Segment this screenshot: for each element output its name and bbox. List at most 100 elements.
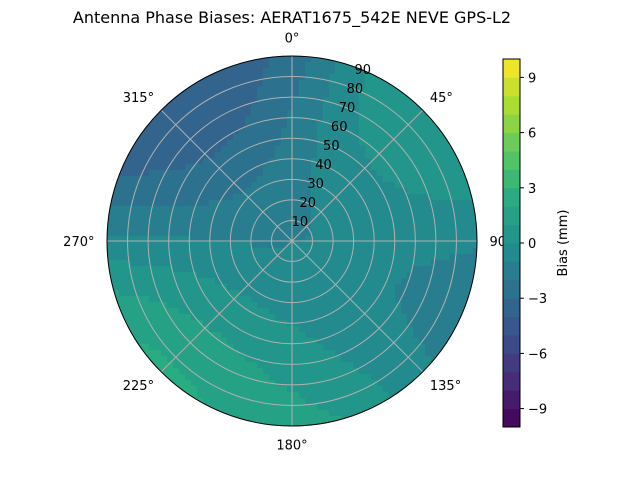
bias-cell bbox=[311, 326, 318, 333]
bias-cell bbox=[269, 422, 276, 426]
bias-cell bbox=[143, 332, 150, 339]
bias-cell bbox=[173, 338, 180, 345]
colorbar-level bbox=[503, 371, 520, 391]
bias-cell bbox=[449, 188, 456, 195]
bias-cell bbox=[209, 200, 216, 207]
bias-cell bbox=[287, 152, 294, 159]
bias-cell bbox=[449, 176, 456, 183]
bias-cell bbox=[227, 122, 234, 129]
bias-cell bbox=[179, 218, 186, 225]
bias-cell bbox=[437, 290, 444, 297]
bias-cell bbox=[359, 242, 366, 249]
bias-cell bbox=[281, 122, 288, 129]
bias-cell bbox=[215, 332, 222, 339]
bias-cell bbox=[425, 170, 432, 177]
bias-cell bbox=[143, 266, 150, 273]
colorbar-level bbox=[503, 206, 520, 226]
bias-cell bbox=[227, 380, 234, 387]
bias-cell bbox=[383, 272, 390, 279]
radial-tick-label: 30 bbox=[307, 177, 324, 192]
bias-cell bbox=[107, 206, 114, 213]
bias-cell bbox=[293, 284, 300, 291]
bias-cell bbox=[413, 320, 420, 327]
bias-cell bbox=[245, 260, 252, 267]
bias-cell bbox=[251, 332, 258, 339]
bias-cell bbox=[281, 368, 288, 375]
bias-cell bbox=[251, 80, 258, 87]
bias-cell bbox=[275, 272, 282, 279]
bias-cell bbox=[131, 164, 138, 171]
bias-cell bbox=[239, 152, 246, 159]
bias-cell bbox=[173, 278, 180, 285]
bias-cell bbox=[413, 128, 420, 135]
bias-cell bbox=[383, 92, 390, 99]
bias-cell bbox=[353, 212, 360, 219]
bias-cell bbox=[419, 134, 426, 141]
bias-cell bbox=[167, 362, 174, 369]
bias-cell bbox=[389, 242, 396, 249]
bias-cell bbox=[275, 134, 282, 141]
bias-cell bbox=[167, 236, 174, 243]
bias-cell bbox=[431, 272, 438, 279]
bias-cell bbox=[179, 176, 186, 183]
bias-cell bbox=[329, 236, 336, 243]
bias-cell bbox=[299, 284, 306, 291]
bias-cell bbox=[335, 188, 342, 195]
bias-cell bbox=[413, 254, 420, 261]
bias-cell bbox=[263, 122, 270, 129]
bias-cell bbox=[455, 200, 462, 207]
bias-cell bbox=[233, 140, 240, 147]
bias-cell bbox=[251, 92, 258, 99]
bias-cell bbox=[371, 122, 378, 129]
bias-cell bbox=[233, 272, 240, 279]
bias-cell bbox=[245, 392, 252, 399]
bias-cell bbox=[431, 146, 438, 153]
bias-cell bbox=[359, 176, 366, 183]
bias-cell bbox=[155, 206, 162, 213]
bias-cell bbox=[419, 302, 426, 309]
bias-cell bbox=[353, 368, 360, 375]
bias-cell bbox=[227, 182, 234, 189]
bias-cell bbox=[299, 170, 306, 177]
bias-cell bbox=[341, 218, 348, 225]
bias-cell bbox=[413, 152, 420, 159]
bias-cell bbox=[323, 128, 330, 135]
bias-cell bbox=[377, 362, 384, 369]
bias-cell bbox=[299, 116, 306, 123]
bias-cell bbox=[281, 362, 288, 369]
bias-cell bbox=[131, 242, 138, 249]
bias-cell bbox=[377, 302, 384, 309]
bias-cell bbox=[185, 278, 192, 285]
bias-cell bbox=[353, 134, 360, 141]
bias-cell bbox=[275, 326, 282, 333]
bias-cell bbox=[401, 200, 408, 207]
bias-cell bbox=[311, 212, 318, 219]
bias-cell bbox=[305, 314, 312, 321]
bias-cell bbox=[257, 404, 264, 411]
bias-cell bbox=[173, 188, 180, 195]
bias-cell bbox=[137, 320, 144, 327]
bias-cell bbox=[401, 122, 408, 129]
bias-cell bbox=[251, 224, 258, 231]
bias-cell bbox=[413, 140, 420, 147]
bias-cell bbox=[341, 332, 348, 339]
bias-cell bbox=[251, 176, 258, 183]
bias-cell bbox=[461, 236, 468, 243]
bias-cell bbox=[329, 182, 336, 189]
bias-cell bbox=[323, 68, 330, 75]
bias-cell bbox=[179, 356, 186, 363]
bias-cell bbox=[443, 284, 450, 291]
bias-cell bbox=[233, 170, 240, 177]
bias-cell bbox=[311, 290, 318, 297]
bias-cell bbox=[461, 218, 468, 225]
bias-cell bbox=[461, 182, 468, 189]
bias-cell bbox=[155, 344, 162, 351]
bias-cell bbox=[281, 236, 288, 243]
bias-cell bbox=[185, 218, 192, 225]
bias-cell bbox=[401, 314, 408, 321]
bias-cell bbox=[413, 338, 420, 345]
bias-cell bbox=[377, 170, 384, 177]
bias-cell bbox=[281, 218, 288, 225]
bias-cell bbox=[185, 200, 192, 207]
bias-cell bbox=[353, 170, 360, 177]
